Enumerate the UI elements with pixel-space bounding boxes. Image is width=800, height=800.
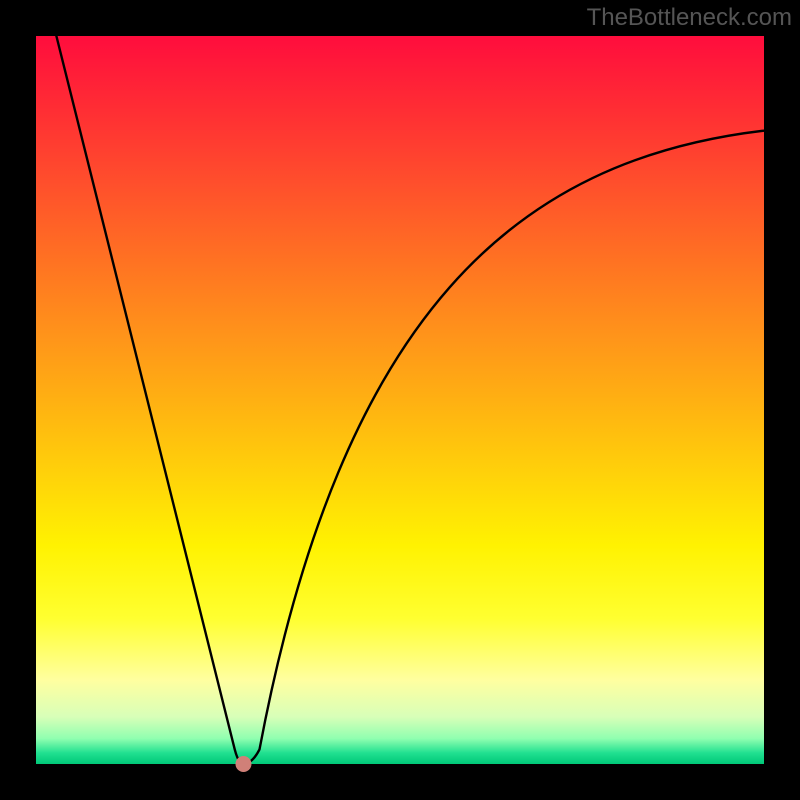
bottleneck-chart xyxy=(0,0,800,800)
chart-stage: TheBottleneck.com xyxy=(0,0,800,800)
min-marker xyxy=(235,756,251,772)
